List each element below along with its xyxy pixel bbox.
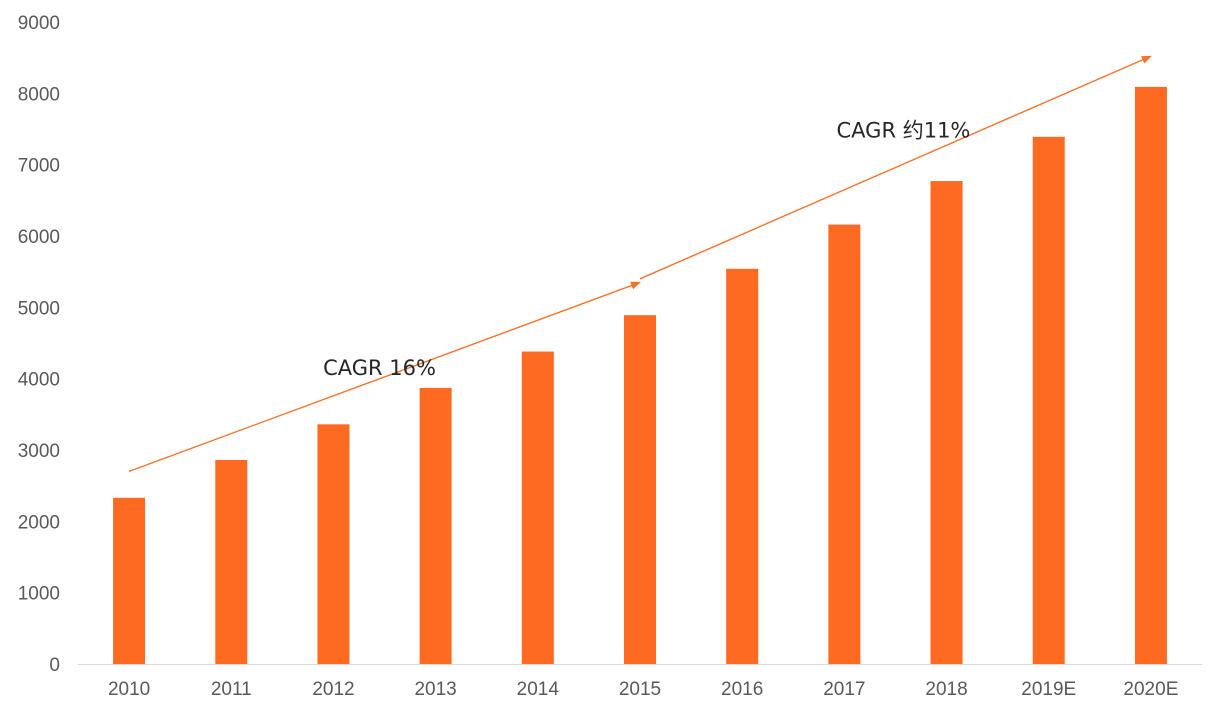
x-tick-label: 2015 xyxy=(619,679,661,700)
y-tick-label: 1000 xyxy=(18,584,60,605)
cagr-arrow xyxy=(639,55,1152,280)
bars xyxy=(113,86,1167,664)
x-tick-label: 2017 xyxy=(823,679,865,700)
bar-2010 xyxy=(113,497,146,664)
annotations: CAGR 16% CAGR 约11% xyxy=(128,55,1152,473)
y-axis: 0 1000 2000 3000 4000 5000 6000 7000 8000 9000 xyxy=(18,13,60,676)
cagr-arrow xyxy=(128,281,641,473)
cagr-label: CAGR 16% xyxy=(323,356,436,380)
bar-2019E xyxy=(1032,136,1065,664)
y-tick-label: 0 xyxy=(49,655,60,676)
bar-2014 xyxy=(521,351,554,664)
bar-2013 xyxy=(419,387,452,664)
y-tick-label: 3000 xyxy=(18,441,60,462)
y-tick-label: 2000 xyxy=(18,512,60,533)
bar-2017 xyxy=(828,224,861,664)
x-axis: 2010 2011 2012 2013 2014 2015 2016 2017 2018 2019… xyxy=(108,679,1178,700)
x-tick-label: 2010 xyxy=(108,679,150,700)
bar-2018 xyxy=(930,181,963,664)
x-tick-label: 2018 xyxy=(925,679,967,700)
bar-2016 xyxy=(726,268,759,664)
bar-2012 xyxy=(317,424,350,664)
y-tick-label: 8000 xyxy=(18,84,60,105)
cagr-label: CAGR 约11% xyxy=(837,119,971,143)
x-tick-label: 2011 xyxy=(211,679,252,700)
y-tick-label: 7000 xyxy=(18,156,60,177)
y-tick-label: 4000 xyxy=(18,370,60,391)
y-tick-label: 5000 xyxy=(18,298,60,319)
x-tick-label: 2012 xyxy=(312,679,354,700)
bar-2015 xyxy=(624,315,656,664)
y-tick-label: 6000 xyxy=(18,227,60,248)
x-tick-label: 2020E xyxy=(1123,679,1178,700)
x-tick-label: 2013 xyxy=(414,679,456,700)
x-tick-label: 2016 xyxy=(721,679,763,700)
x-tick-label: 2014 xyxy=(517,679,560,700)
bar-2020E xyxy=(1134,86,1167,664)
x-tick-label: 2019E xyxy=(1021,679,1076,700)
bar-2011 xyxy=(215,459,248,664)
y-tick-label: 9000 xyxy=(18,13,60,34)
